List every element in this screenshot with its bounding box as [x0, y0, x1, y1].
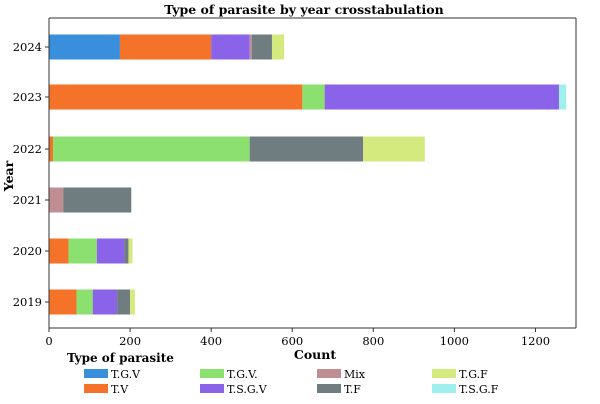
legend-swatch — [317, 384, 341, 393]
y-tick-label: 2020 — [13, 244, 42, 258]
x-tick-label: 800 — [362, 334, 384, 348]
bar-2021-T.F — [63, 187, 132, 213]
bar-2020-T.S.G.V — [96, 238, 125, 264]
bar-2019-T.S.G.V — [92, 289, 118, 315]
legend-label: T.G.V — [111, 368, 141, 381]
x-tick-label: 0 — [45, 334, 52, 348]
x-tick-label: 1000 — [440, 334, 469, 348]
y-axis-title: Year — [1, 160, 16, 192]
bar-2020-T.F — [124, 238, 129, 264]
bar-2024-T.G.V — [49, 34, 120, 60]
legend: T.G.V T.V T.G.V. T.S.G.V Mix T.F T.G.F T.S.G.F — [84, 368, 499, 396]
bar-2020-T.G.V. — [68, 238, 97, 264]
y-tick-label: 2023 — [13, 90, 42, 104]
bar-2019-T.G.V. — [76, 289, 93, 315]
legend-label: T.G.V. — [227, 368, 258, 381]
y-tick-label: 2022 — [13, 142, 42, 156]
bar-2023-T.S.G.F — [558, 84, 567, 110]
legend-title: Type of parasite — [67, 351, 174, 365]
bar-2022-T.G.V. — [53, 136, 250, 162]
bar-2020-T.G.F — [128, 238, 133, 264]
legend-swatch — [84, 369, 108, 378]
bar-2022-T.F — [249, 136, 364, 162]
legend-swatch — [84, 384, 108, 393]
legend-swatch — [432, 369, 456, 378]
legend-swatch — [200, 369, 224, 378]
legend-label: T.G.F — [459, 368, 488, 381]
x-tick-label: 200 — [119, 334, 141, 348]
bar-2023-T.S.G.V — [324, 84, 559, 110]
bar-2024-T.G.F — [271, 34, 285, 60]
y-tick-labels: 2024 2023 2022 2021 2020 2019 — [13, 40, 49, 309]
legend-swatch — [317, 369, 341, 378]
x-tick-label: 1200 — [521, 334, 550, 348]
bar-2019-T.F — [117, 289, 131, 315]
legend-label: T.S.G.V — [227, 383, 268, 396]
bar-2021-Mix — [49, 187, 64, 213]
bar-2023-T.G.V. — [302, 84, 325, 110]
bar-2019-T.G.F — [130, 289, 135, 315]
bar-2020-T.V — [49, 238, 69, 264]
bar-2019-T.V — [49, 289, 77, 315]
legend-label: Mix — [344, 368, 366, 381]
legend-label: T.S.G.F — [459, 383, 499, 396]
bars-layer — [49, 34, 567, 315]
bar-2023-T.V — [49, 84, 303, 110]
legend-swatch — [432, 384, 456, 393]
x-tick-label: 600 — [281, 334, 303, 348]
y-tick-label: 2021 — [13, 193, 42, 207]
y-tick-label: 2019 — [13, 295, 42, 309]
legend-swatch — [200, 384, 224, 393]
bar-2022-T.G.F — [363, 136, 425, 162]
x-tick-label: 400 — [200, 334, 222, 348]
bar-2022-T.V — [49, 136, 54, 162]
chart-title: Type of parasite by year crosstabulation — [164, 2, 443, 17]
x-tick-labels: 0 200 400 600 800 1000 1200 — [45, 328, 550, 348]
x-axis-title: Count — [294, 347, 336, 362]
bar-2024-T.F — [251, 34, 272, 60]
legend-label: T.V — [111, 383, 129, 396]
y-tick-label: 2024 — [13, 40, 42, 54]
legend-label: T.F — [344, 383, 361, 396]
bar-2024-T.V — [119, 34, 212, 60]
bar-2024-Mix — [249, 34, 252, 60]
bar-2024-T.S.G.V — [211, 34, 250, 60]
